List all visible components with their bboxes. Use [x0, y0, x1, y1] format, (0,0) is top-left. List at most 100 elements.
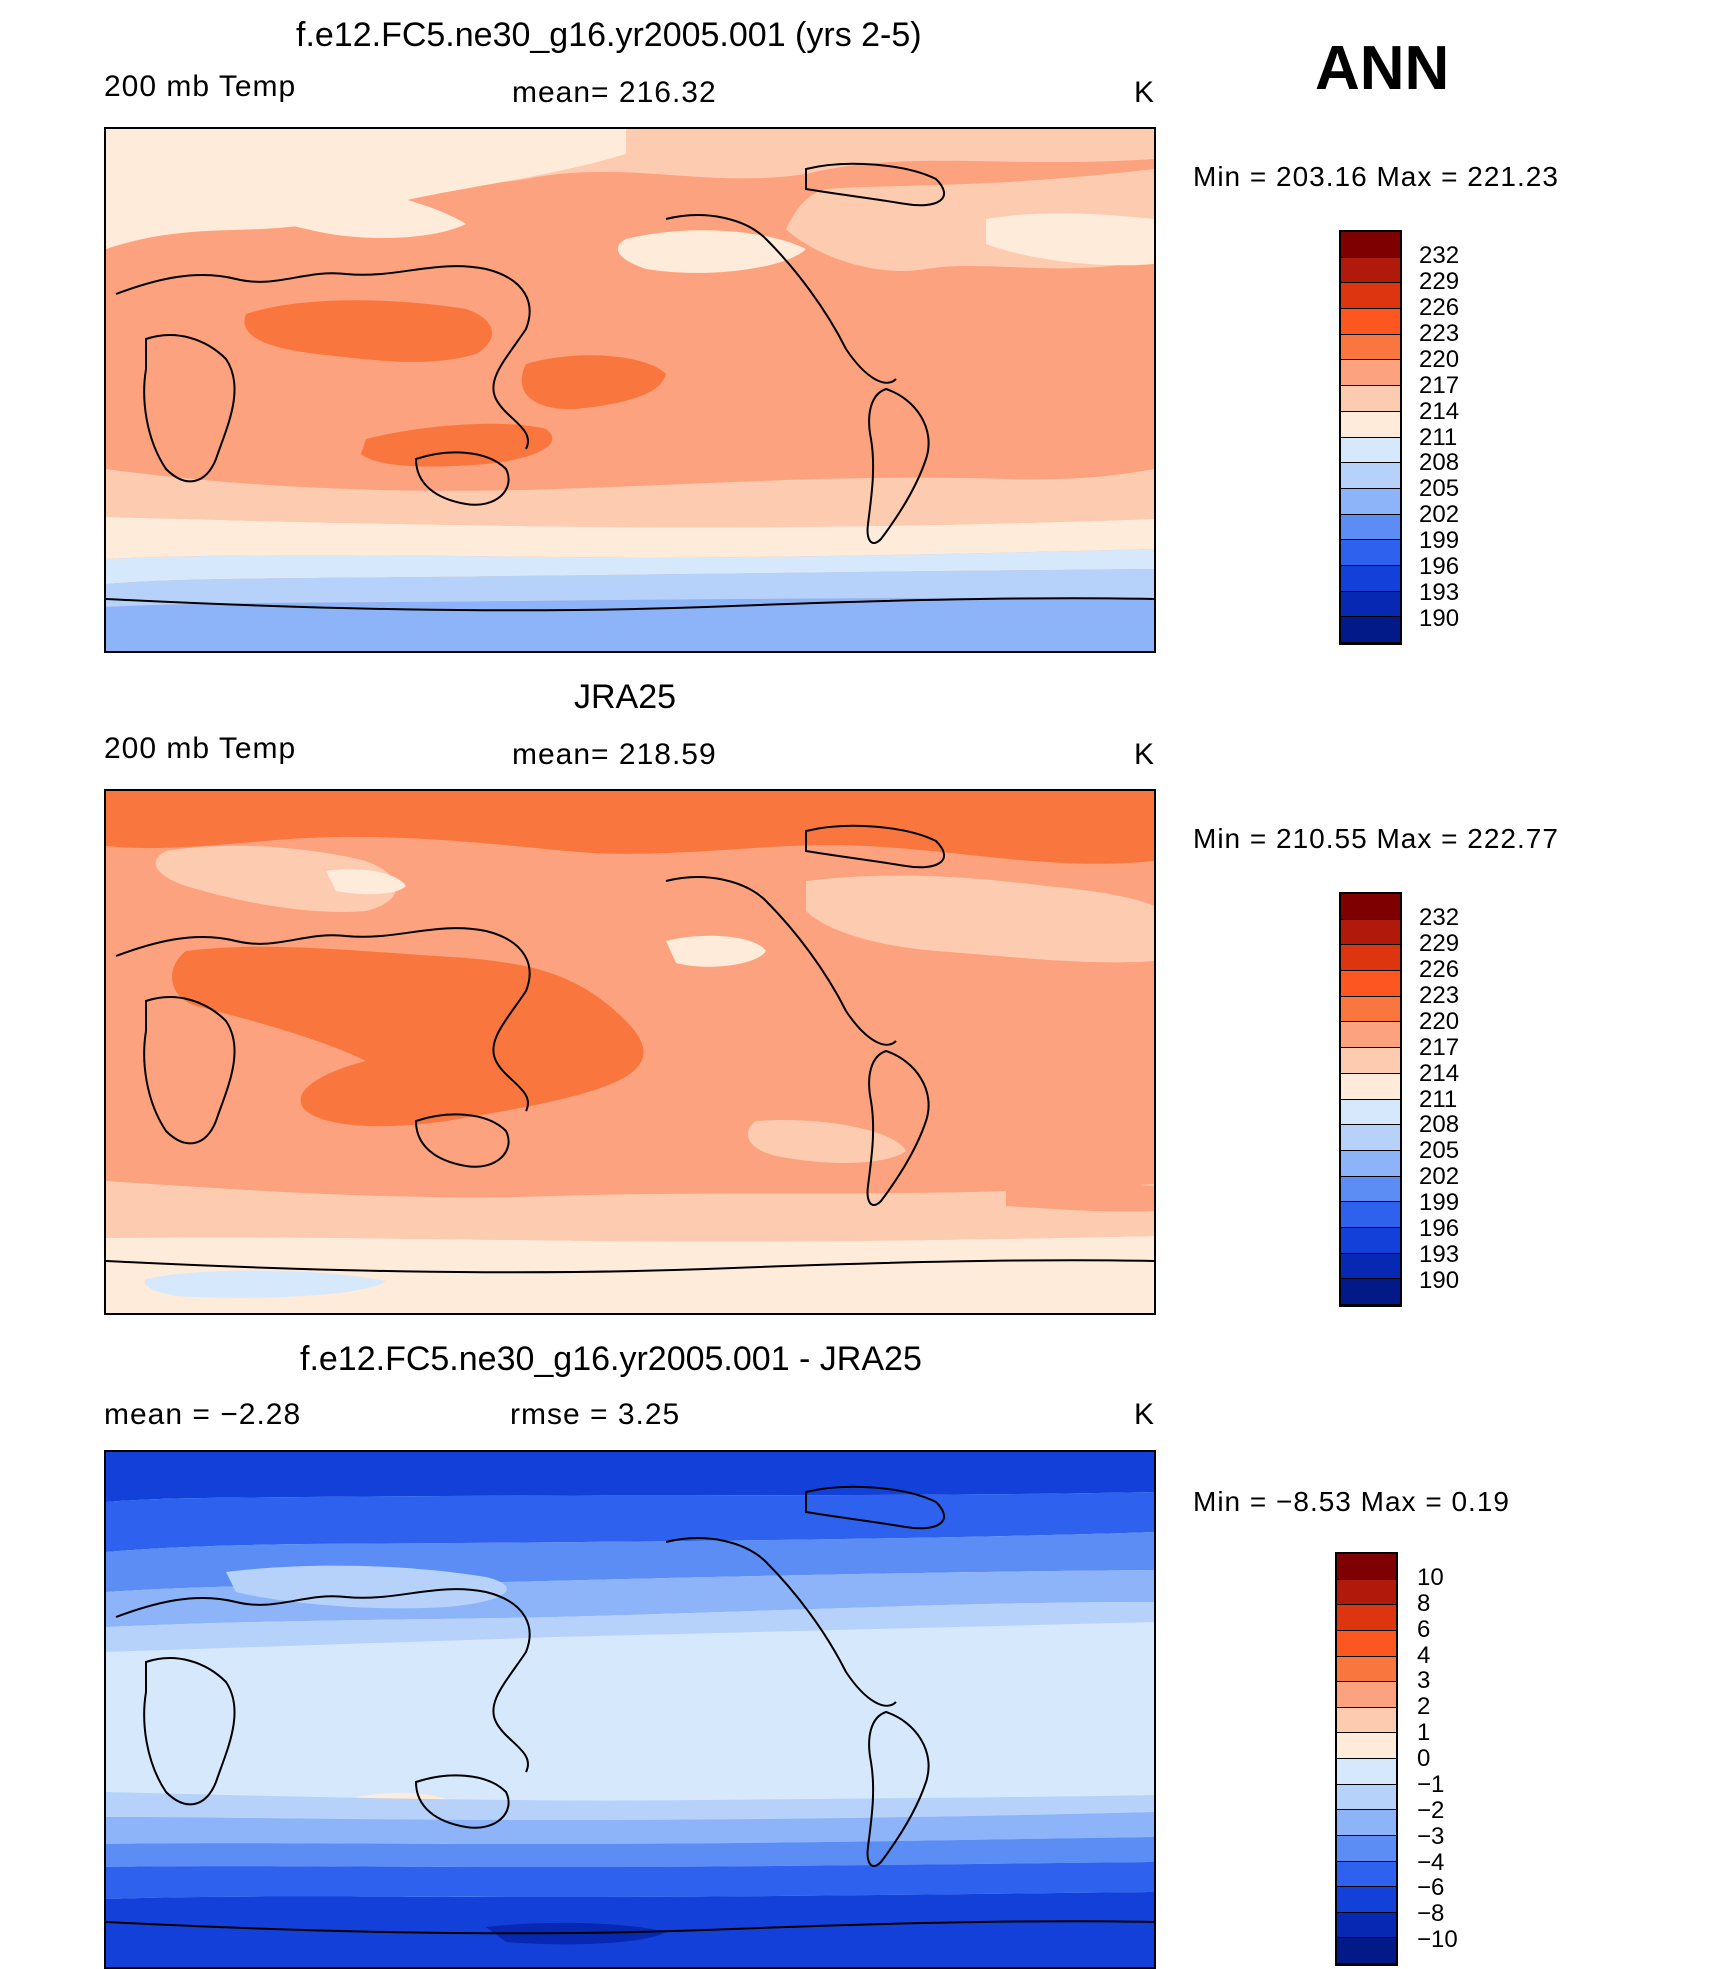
colorbar-tick-label: 1	[1417, 1719, 1431, 1747]
colorbar-tick-label: 2	[1417, 1693, 1431, 1721]
colorbar-swatch	[1337, 1810, 1396, 1836]
colorbar-swatch	[1341, 1022, 1400, 1049]
panel-1-unit-label: K	[1134, 76, 1156, 109]
colorbar-tick-label: 196	[1419, 1215, 1460, 1243]
colorbar-swatch	[1341, 894, 1400, 920]
colorbar-swatch	[1337, 1707, 1396, 1734]
colorbar-swatch	[1341, 591, 1400, 618]
panel-2-title: JRA25	[574, 678, 677, 716]
colorbar-tick-label: 232	[1419, 241, 1460, 269]
panel-3-colorbar	[1335, 1552, 1398, 1966]
panel-1-colorbar	[1339, 230, 1402, 645]
panel-2-contour-field	[106, 791, 1154, 1313]
colorbar-tick-label: 223	[1419, 319, 1460, 347]
colorbar-swatch	[1341, 386, 1400, 412]
colorbar-tick-label: 202	[1419, 501, 1460, 529]
colorbar-swatch	[1337, 1682, 1396, 1708]
colorbar-tick-label: 205	[1419, 475, 1460, 503]
colorbar-tick-label: −10	[1417, 1926, 1458, 1954]
colorbar-tick-label: 199	[1419, 1189, 1460, 1217]
colorbar-tick-label: 220	[1419, 345, 1460, 373]
panel-1-model-map	[104, 127, 1156, 653]
colorbar-tick-label: 220	[1419, 1007, 1460, 1035]
colorbar-tick-label: 190	[1419, 1267, 1460, 1295]
colorbar-swatch	[1337, 1912, 1396, 1939]
colorbar-swatch	[1337, 1656, 1396, 1683]
panel-2-left-label: 200 mb Temp	[104, 732, 297, 765]
colorbar-tick-label: 190	[1419, 605, 1460, 633]
colorbar-swatch	[1337, 1554, 1396, 1580]
colorbar-swatch	[1341, 1073, 1400, 1100]
colorbar-swatch	[1341, 919, 1400, 946]
colorbar-tick-label: 229	[1419, 929, 1460, 957]
colorbar-swatch	[1341, 1176, 1400, 1203]
colorbar-tick-label: −6	[1417, 1874, 1445, 1902]
panel-2-minmax: Min = 210.55 Max = 222.77	[1193, 823, 1559, 854]
colorbar-tick-label: −2	[1417, 1796, 1445, 1824]
panel-2-mean-label: mean= 218.59	[512, 738, 717, 771]
colorbar-tick-label: 196	[1419, 553, 1460, 581]
colorbar-tick-label: 205	[1419, 1137, 1460, 1165]
panel-3-minmax: Min = −8.53 Max = 0.19	[1193, 1486, 1510, 1517]
colorbar-swatch	[1341, 309, 1400, 335]
colorbar-swatch	[1337, 1605, 1396, 1631]
colorbar-swatch	[1337, 1784, 1396, 1811]
panel-3-rmse-label: rmse = 3.25	[510, 1398, 681, 1431]
colorbar-swatch	[1337, 1579, 1396, 1606]
colorbar-tick-label: −1	[1417, 1770, 1445, 1798]
panel-2-reference-map	[104, 789, 1156, 1315]
colorbar-tick-label: 10	[1417, 1563, 1444, 1591]
colorbar-tick-label: 214	[1419, 1059, 1460, 1087]
colorbar-swatch	[1337, 1938, 1396, 1964]
colorbar-swatch	[1341, 1253, 1400, 1280]
colorbar-tick-label: 199	[1419, 527, 1460, 555]
panel-2-colorbar	[1339, 892, 1402, 1307]
colorbar-swatch	[1337, 1630, 1396, 1657]
panel-1-contour-field	[106, 129, 1154, 651]
colorbar-tick-label: 211	[1419, 423, 1458, 451]
panel-3-unit-label: K	[1134, 1398, 1156, 1431]
colorbar-tick-label: 214	[1419, 397, 1460, 425]
colorbar-tick-label: 226	[1419, 955, 1460, 983]
colorbar-swatch	[1341, 360, 1400, 387]
colorbar-tick-label: 202	[1419, 1163, 1460, 1191]
colorbar-swatch	[1341, 257, 1400, 284]
colorbar-swatch	[1341, 945, 1400, 972]
colorbar-tick-label: 208	[1419, 449, 1460, 477]
colorbar-tick-label: 4	[1417, 1641, 1431, 1669]
colorbar-swatch	[1341, 1279, 1400, 1305]
colorbar-tick-label: 217	[1419, 371, 1460, 399]
colorbar-swatch	[1341, 514, 1400, 541]
panel-3-mean-label: mean = −2.28	[104, 1398, 302, 1431]
colorbar-tick-label: −4	[1417, 1848, 1445, 1876]
colorbar-swatch	[1337, 1861, 1396, 1888]
colorbar-swatch	[1341, 617, 1400, 643]
colorbar-swatch	[1341, 971, 1400, 997]
colorbar-swatch	[1341, 232, 1400, 258]
colorbar-swatch	[1341, 437, 1400, 464]
panel-3-difference-map	[104, 1450, 1156, 1969]
panel-2-unit-label: K	[1134, 738, 1156, 771]
colorbar-swatch	[1341, 463, 1400, 489]
colorbar-swatch	[1341, 1125, 1400, 1151]
colorbar-swatch	[1337, 1887, 1396, 1913]
colorbar-tick-label: 0	[1417, 1745, 1431, 1772]
colorbar-swatch	[1341, 565, 1400, 592]
colorbar-swatch	[1341, 540, 1400, 566]
colorbar-swatch	[1341, 488, 1400, 515]
colorbar-tick-label: 193	[1419, 579, 1460, 607]
colorbar-swatch	[1337, 1759, 1396, 1785]
season-label: ANN	[1315, 34, 1450, 103]
colorbar-tick-label: 6	[1417, 1615, 1431, 1643]
colorbar-swatch	[1341, 411, 1400, 438]
colorbar-swatch	[1341, 996, 1400, 1023]
colorbar-tick-label: −3	[1417, 1822, 1445, 1850]
colorbar-tick-label: 229	[1419, 267, 1460, 295]
panel-3-title: f.e12.FC5.ne30_g16.yr2005.001 - JRA25	[300, 1340, 922, 1378]
panel-1-left-label: 200 mb Temp	[104, 70, 297, 103]
panel-1-minmax: Min = 203.16 Max = 221.23	[1193, 161, 1559, 192]
colorbar-swatch	[1341, 1150, 1400, 1177]
colorbar-swatch	[1341, 1202, 1400, 1228]
colorbar-swatch	[1337, 1835, 1396, 1862]
colorbar-tick-label: 193	[1419, 1241, 1460, 1269]
